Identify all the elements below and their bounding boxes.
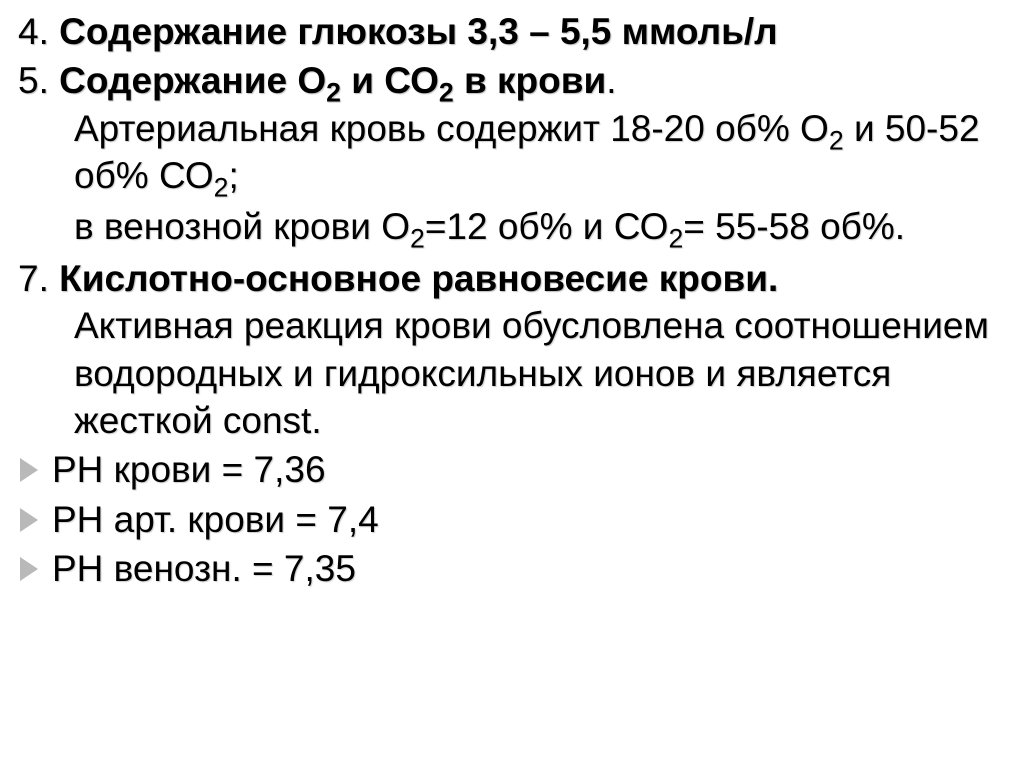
item-text-bold: Кислотно-основное равновесие крови. <box>59 258 778 299</box>
item-subtext: Артериальная кровь содержит 18-20 об% О2… <box>18 105 1006 200</box>
subscript: 2 <box>326 78 341 108</box>
txt: ; <box>228 155 238 196</box>
txt: в крови <box>454 60 607 101</box>
subscript: 2 <box>214 172 229 202</box>
slide-content: 4. Содержание глюкозы 3,3 – 5,5 ммоль/л … <box>0 0 1024 767</box>
bullet-text: РН крови = 7,36 <box>52 446 326 493</box>
list-item-5: 5. Содержание О2 и СО2 в крови. Артериал… <box>18 57 1006 250</box>
item-text-bold: Содержание глюкозы 3,3 – 5,5 ммоль/л <box>59 11 777 52</box>
chevron-right-icon <box>20 458 38 482</box>
subscript: 2 <box>410 224 425 254</box>
txt: Артериальная кровь содержит 18-20 об% О <box>74 108 829 149</box>
chevron-right-icon <box>20 557 38 581</box>
item-number: 5. <box>18 60 49 101</box>
txt: =12 об% и СО <box>425 206 669 247</box>
chevron-right-icon <box>20 508 38 532</box>
txt: . <box>606 60 616 101</box>
subscript: 2 <box>829 125 844 155</box>
bullet-text: РН арт. крови = 7,4 <box>52 496 379 543</box>
txt: = 55-58 об%. <box>683 206 905 247</box>
item-subtext: в венозной крови О2=12 об% и СО2= 55-58 … <box>18 203 1006 250</box>
bullet-item: РН венозн. = 7,35 <box>18 545 1006 592</box>
subscript: 2 <box>668 224 683 254</box>
item-subtext: Активная реакция крови обусловлена соотн… <box>18 302 1006 444</box>
txt: Содержание О <box>59 60 326 101</box>
bullet-item: РН крови = 7,36 <box>18 446 1006 493</box>
item-text-bold: Содержание О2 и СО2 в крови <box>59 60 606 101</box>
list-item-4: 4. Содержание глюкозы 3,3 – 5,5 ммоль/л <box>18 8 1006 55</box>
bullet-text: РН венозн. = 7,35 <box>52 545 356 592</box>
bullet-item: РН арт. крови = 7,4 <box>18 496 1006 543</box>
txt: и СО <box>341 60 439 101</box>
list-item-7: 7. Кислотно-основное равновесие крови. А… <box>18 255 1006 444</box>
txt: в венозной крови О <box>74 206 410 247</box>
item-number: 4. <box>18 11 49 52</box>
item-text-reg <box>778 258 834 299</box>
subscript: 2 <box>439 78 454 108</box>
item-number: 7. <box>18 258 49 299</box>
